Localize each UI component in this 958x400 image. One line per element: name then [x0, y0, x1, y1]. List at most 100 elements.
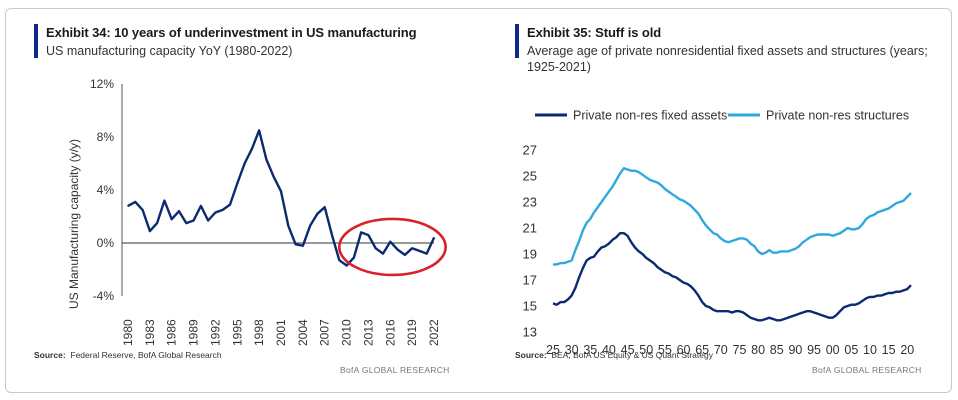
- capacity-series-line: [127, 129, 436, 267]
- data-point: [163, 199, 166, 202]
- y-tick-label: 4%: [97, 183, 115, 197]
- x-tick-label: 65: [695, 343, 709, 357]
- x-tick-label: 15: [882, 343, 896, 357]
- legend-label: Private non-res structures: [766, 109, 909, 123]
- y-tick-label: 13: [523, 325, 537, 340]
- y-tick-label: 12%: [90, 77, 114, 91]
- y-tick-label: 15: [523, 299, 537, 314]
- x-tick-label: 45: [621, 343, 635, 357]
- title-accent-bar: [515, 24, 519, 58]
- report-frame: [5, 8, 952, 393]
- data-point: [345, 264, 348, 267]
- highlight-ellipse: [337, 217, 447, 277]
- x-tick-label: 2004: [296, 319, 310, 346]
- data-point: [251, 148, 253, 150]
- exhibit-35-panel: Exhibit 35: Stuff is old Average age of …: [515, 22, 935, 375]
- x-tick-label: 2007: [318, 319, 332, 346]
- data-point: [170, 218, 173, 220]
- data-point: [134, 201, 137, 203]
- structures-series-line: [553, 166, 912, 266]
- data-point: [156, 222, 158, 224]
- data-point: [374, 247, 377, 250]
- exhibit-34-subtitle: US manufacturing capacity YoY (1980-2022…: [46, 44, 293, 58]
- data-point: [316, 213, 319, 215]
- data-point: [331, 234, 333, 236]
- y-tick-label: 0%: [97, 236, 115, 250]
- x-tick-label: 25: [546, 343, 560, 357]
- data-point: [360, 231, 362, 234]
- data-point: [323, 206, 326, 209]
- fixed-assets-series-line: [552, 231, 912, 322]
- source-label: Source:: [34, 350, 66, 360]
- x-tick-label: 85: [770, 343, 784, 357]
- data-point: [192, 219, 195, 222]
- data-point: [302, 244, 304, 247]
- x-tick-label: 35: [583, 343, 597, 357]
- data-point: [287, 224, 290, 227]
- x-tick-label: 95: [807, 343, 821, 357]
- y-tick-label: 8%: [97, 130, 115, 144]
- data-point: [207, 219, 209, 222]
- data-point: [338, 259, 341, 262]
- brand-label: BofA GLOBAL RESEARCH: [340, 365, 450, 375]
- x-tick-label: 80: [751, 343, 765, 357]
- x-tick-label: 75: [733, 343, 747, 357]
- x-tick-label: 1998: [252, 319, 266, 346]
- data-point: [265, 158, 268, 161]
- x-tick-label: 05: [844, 343, 858, 357]
- x-tick-label: 1980: [121, 319, 135, 346]
- data-point: [272, 175, 275, 178]
- exhibit-35-chart: Private non-res fixed assets Private non-…: [523, 109, 915, 358]
- x-tick-label: 55: [658, 343, 672, 357]
- data-point: [280, 190, 282, 193]
- exhibit-34-chart: US Manufacturing capacity (y/y) 12% 8% 4% 0…: [67, 77, 447, 346]
- data-point: [149, 230, 151, 232]
- data-point: [141, 209, 144, 211]
- x-tick-label: 50: [639, 343, 653, 357]
- data-point: [236, 182, 239, 185]
- title-accent-bar: [34, 24, 38, 58]
- x-tick-label: 1992: [208, 319, 222, 346]
- data-point: [229, 203, 231, 206]
- data-point: [411, 247, 413, 250]
- data-point: [367, 234, 370, 236]
- x-tick-label: 1986: [165, 319, 179, 346]
- x-tick-label: 2010: [340, 319, 354, 346]
- data-point: [396, 248, 399, 251]
- source-label: Source:: [515, 350, 547, 360]
- data-point: [294, 243, 297, 246]
- data-point: [200, 205, 202, 207]
- data-point: [404, 254, 406, 256]
- y-tick-label: 23: [523, 195, 537, 210]
- data-point: [353, 256, 355, 259]
- exhibit-35-title: Exhibit 35: Stuff is old: [527, 25, 662, 40]
- exhibit-34-source: Source: Federal Reserve, BofA Global Res…: [34, 350, 222, 360]
- y-tick-label: 17: [523, 273, 537, 288]
- y-tick-label: 21: [523, 221, 537, 236]
- x-tick-label: 1983: [143, 319, 157, 346]
- data-point: [214, 211, 217, 214]
- x-tick-label: 2019: [405, 319, 419, 346]
- y-tick-label: 19: [523, 247, 537, 262]
- x-tick-label: 2001: [274, 319, 288, 346]
- x-tick-label: 1995: [230, 319, 244, 346]
- x-tick-label: 70: [714, 343, 728, 357]
- brand-label: BofA GLOBAL RESEARCH: [812, 365, 922, 375]
- data-point: [382, 252, 384, 255]
- data-point: [178, 210, 180, 212]
- x-tick-label: 20: [900, 343, 914, 357]
- data-point: [425, 252, 428, 255]
- source-text: BEA, BofA US Equity & US Quant Strategy: [551, 350, 713, 360]
- x-tick-label: 30: [565, 343, 579, 357]
- x-tick-label: 2016: [383, 319, 397, 346]
- x-tick-label: 2022: [427, 319, 441, 346]
- source-text: Federal Reserve, BofA Global Research: [70, 350, 222, 360]
- x-tick-label: 1989: [187, 319, 201, 346]
- x-tick-label: 90: [788, 343, 802, 357]
- x-tick-label: 00: [826, 343, 840, 357]
- exhibit-34-title: Exhibit 34: 10 years of underinvestment …: [46, 25, 417, 40]
- y-tick-label: 27: [523, 143, 537, 158]
- data-point: [221, 209, 224, 211]
- data-point: [309, 224, 311, 227]
- y-tick-label: 25: [523, 169, 537, 184]
